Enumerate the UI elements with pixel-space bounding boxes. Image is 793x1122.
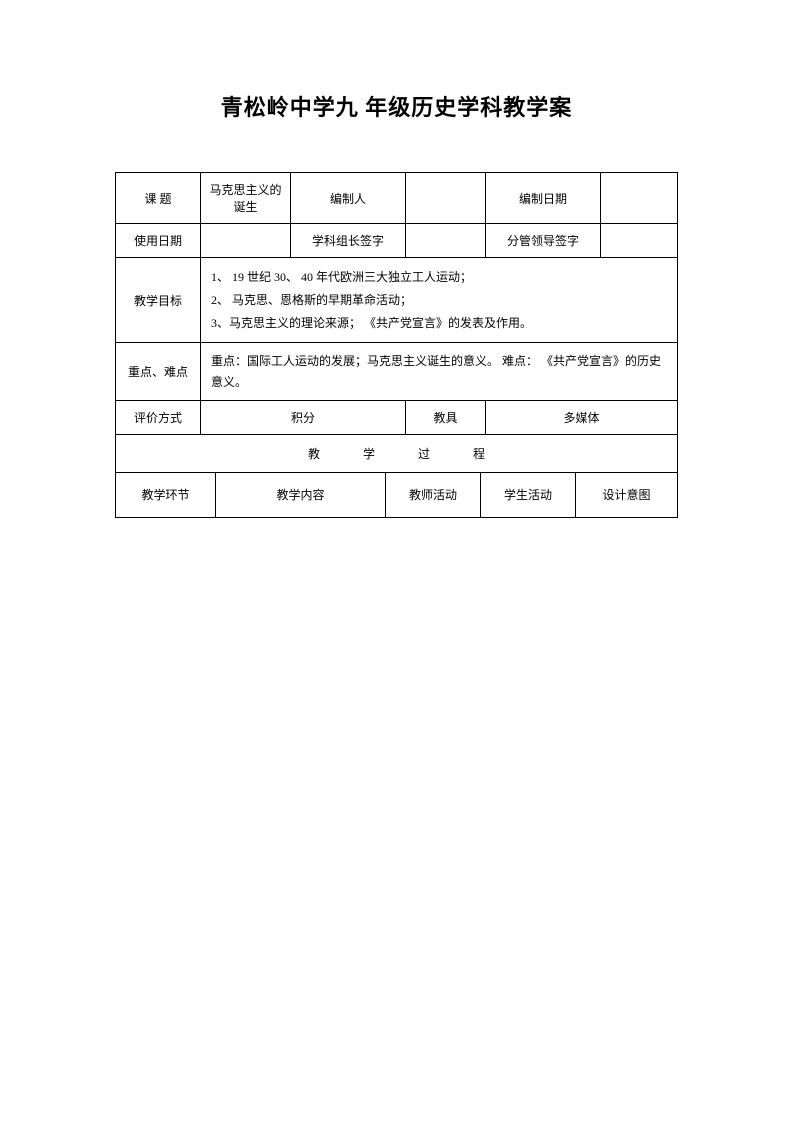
table-row: 重点、难点 重点：国际工人运动的发展；马克思主义诞生的意义。 难点： 《共产党宣…: [116, 343, 678, 401]
evaluation-label: 评价方式: [116, 401, 201, 435]
col-stage: 教学环节: [116, 473, 216, 517]
topic-label: 课 题: [116, 173, 201, 224]
supervisor-label: 分管领导签字: [486, 224, 601, 258]
keypoints-label: 重点、难点: [116, 343, 201, 401]
tools-label: 教具: [406, 401, 486, 435]
table-row: 评价方式 积分 教具 多媒体: [116, 401, 678, 435]
lesson-plan-table: 课 题 马克思主义的诞生 编制人 编制日期 使用日期 学科组长签字 分管领导签字…: [115, 172, 678, 473]
process-char: 程: [473, 447, 485, 461]
keypoints-content: 重点：国际工人运动的发展；马克思主义诞生的意义。 难点： 《共产党宣言》的历史意…: [201, 343, 678, 401]
table-row: 教学目标 1、 19 世纪 30、 40 年代欧洲三大独立工人运动； 2、 马克…: [116, 258, 678, 343]
objective-item: 2、 马克思、恩格斯的早期革命活动；: [211, 289, 671, 312]
objective-item: 1、 19 世纪 30、 40 年代欧洲三大独立工人运动；: [211, 266, 671, 289]
table-row: 使用日期 学科组长签字 分管领导签字: [116, 224, 678, 258]
process-table: 教学环节 教学内容 教师活动 学生活动 设计意图: [115, 473, 678, 518]
col-content: 教学内容: [216, 473, 386, 517]
date-value: [601, 173, 678, 224]
date-label: 编制日期: [486, 173, 601, 224]
group-leader-label: 学科组长签字: [291, 224, 406, 258]
col-student: 学生活动: [481, 473, 576, 517]
process-char: 过: [418, 447, 430, 461]
table-row: 课 题 马克思主义的诞生 编制人 编制日期: [116, 173, 678, 224]
objective-item: 3、马克思主义的理论来源； 《共产党宣言》的发表及作用。: [211, 312, 671, 335]
process-char: 学: [363, 447, 375, 461]
tools-value: 多媒体: [486, 401, 678, 435]
evaluation-value: 积分: [201, 401, 406, 435]
page-title: 青松岭中学九 年级历史学科教学案: [115, 90, 678, 122]
table-row: 教学环节 教学内容 教师活动 学生活动 设计意图: [116, 473, 678, 517]
topic-value: 马克思主义的诞生: [201, 173, 291, 224]
use-date-value: [201, 224, 291, 258]
supervisor-value: [601, 224, 678, 258]
table-row: 教 学 过 程: [116, 435, 678, 473]
group-leader-value: [406, 224, 486, 258]
col-teacher: 教师活动: [386, 473, 481, 517]
col-design: 设计意图: [576, 473, 678, 517]
use-date-label: 使用日期: [116, 224, 201, 258]
author-value: [406, 173, 486, 224]
process-char: 教: [308, 447, 320, 461]
author-label: 编制人: [291, 173, 406, 224]
process-header: 教 学 过 程: [116, 435, 678, 473]
objectives-content: 1、 19 世纪 30、 40 年代欧洲三大独立工人运动； 2、 马克思、恩格斯…: [201, 258, 678, 343]
objectives-label: 教学目标: [116, 258, 201, 343]
